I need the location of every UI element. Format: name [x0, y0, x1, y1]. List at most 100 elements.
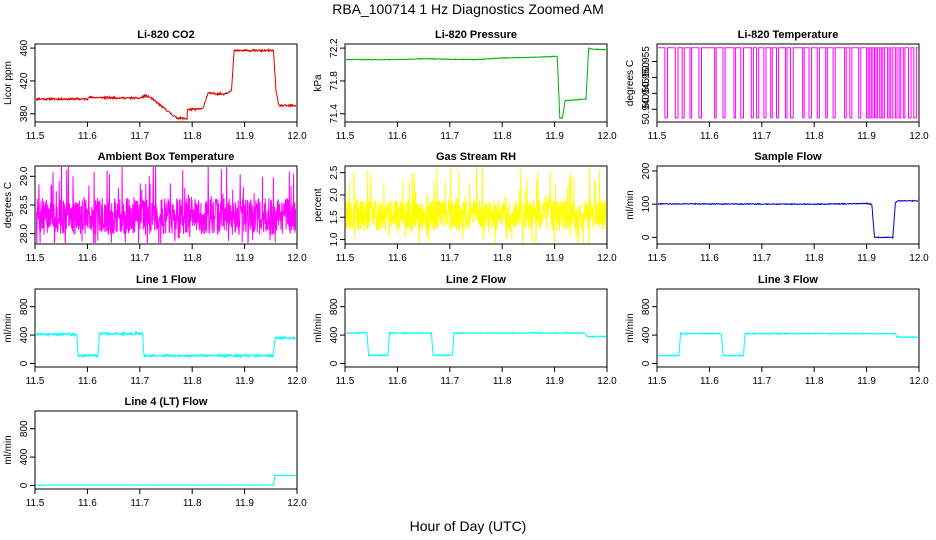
series-line [36, 167, 296, 243]
y-tick-label: 200 [641, 162, 652, 179]
x-tick-label: 11.6 [388, 253, 407, 264]
y-tick-label: 71.4 [329, 104, 340, 124]
y-tick-label: 400 [329, 326, 340, 343]
chart-panel-6: Sample Flow 11.5 11.6 11.7 11.8 11.9 12.0 0 100 2… [625, 151, 929, 264]
y-axis-label: ml/min [625, 190, 636, 219]
x-tick-label: 11.6 [388, 376, 407, 387]
x-tick-label: 11.6 [700, 131, 719, 142]
y-tick-label: 71.8 [329, 71, 340, 91]
x-tick-label: 11.8 [183, 253, 202, 264]
y-tick-label: 800 [19, 298, 30, 315]
x-tick-label: 12.0 [287, 253, 307, 264]
plot-frame [344, 288, 608, 368]
x-tick-label: 11.7 [130, 498, 149, 509]
y-axis-label: percent [313, 188, 324, 222]
x-tick-label: 11.8 [805, 376, 824, 387]
x-tick-label: 12.0 [287, 376, 307, 387]
x-tick-label: 11.7 [440, 131, 459, 142]
page-title: RBA_100714 1 Hz Diagnostics Zoomed AM [332, 1, 604, 17]
chart-title: Li-820 CO2 [137, 29, 194, 41]
series-line [658, 199, 918, 240]
x-tick-label: 11.6 [388, 131, 407, 142]
x-tick-label: 12.0 [597, 131, 617, 142]
y-tick-label: 2.5 [329, 165, 340, 179]
x-tick-label: 11.9 [857, 253, 876, 264]
y-tick-label: 460 [19, 39, 30, 56]
x-tick-label: 11.6 [78, 253, 97, 264]
y-axis-label: ml/min [313, 313, 324, 342]
chart-panel-5: Gas Stream RH 11.5 11.6 11.7 11.8 11.9 12.0 1.0… [313, 151, 617, 264]
y-tick-label: 1.0 [329, 232, 340, 246]
x-tick-label: 12.0 [287, 131, 307, 142]
y-tick-label: 2.0 [329, 188, 340, 202]
y-tick-label: 50.950 [641, 62, 652, 93]
chart-title: Li-820 Temperature [738, 29, 839, 41]
series-line [346, 167, 606, 243]
x-tick-label: 11.6 [78, 131, 97, 142]
y-axis-label: degrees C [625, 60, 636, 106]
chart-panel-7: Line 1 Flow 11.5 11.6 11.7 11.8 11.9 12.0 0 400 8… [3, 274, 307, 387]
x-tick-label: 11.5 [26, 498, 45, 509]
chart-panel-1: Li-820 CO2 11.5 11.6 11.7 11.8 11.9 12.0 380 420… [3, 29, 307, 142]
x-tick-label: 11.6 [78, 498, 97, 509]
y-tick-label: 400 [19, 448, 30, 465]
series-line [346, 47, 606, 119]
x-tick-label: 11.9 [235, 131, 254, 142]
y-axis-label: kPa [313, 74, 324, 92]
x-tick-label: 11.5 [26, 376, 45, 387]
chart-title: Line 2 Flow [446, 274, 506, 286]
series-line [36, 330, 296, 359]
y-tick-label: 50.955 [641, 46, 652, 77]
y-tick-label: 28.0 [19, 224, 30, 244]
x-tick-label: 12.0 [597, 376, 617, 387]
x-tick-label: 11.8 [493, 253, 512, 264]
y-tick-label: 29.0 [19, 166, 30, 186]
x-tick-label: 11.7 [130, 253, 149, 264]
chart-panel-9: Line 3 Flow 11.5 11.6 11.7 11.8 11.9 12.0 0 400 8… [625, 274, 929, 387]
x-tick-label: 11.5 [648, 376, 667, 387]
y-axis-label: ml/min [3, 313, 14, 342]
x-tick-label: 11.8 [183, 498, 202, 509]
x-tick-label: 11.9 [545, 253, 564, 264]
chart-title: Li-820 Pressure [435, 29, 517, 41]
plot-frame [344, 43, 608, 123]
plot-frame [34, 43, 298, 123]
y-tick-label: 400 [19, 326, 30, 343]
x-tick-label: 12.0 [909, 131, 929, 142]
chart-panel-4: Ambient Box Temperature 11.5 11.6 11.7 11.8 1… [3, 151, 307, 264]
y-tick-label: 72.2 [329, 38, 340, 58]
x-tick-label: 11.8 [805, 131, 824, 142]
y-tick-label: 0 [329, 360, 340, 366]
y-tick-label: 400 [641, 326, 652, 343]
plot-frame [656, 43, 920, 123]
series-line [658, 47, 918, 119]
x-tick-label: 11.6 [78, 376, 97, 387]
y-tick-label: 0 [19, 482, 30, 488]
x-tick-label: 11.9 [235, 376, 254, 387]
x-tick-label: 11.9 [235, 253, 254, 264]
chart-panel-3: Li-820 Temperature 11.5 11.6 11.7 11.8 11.9 12… [625, 29, 929, 142]
x-tick-label: 12.0 [597, 253, 617, 264]
chart-title: Ambient Box Temperature [98, 151, 235, 163]
x-tick-label: 11.9 [545, 131, 564, 142]
x-tick-label: 11.9 [857, 131, 876, 142]
series-line [346, 331, 606, 358]
series-line [36, 47, 296, 121]
x-tick-label: 11.5 [336, 376, 355, 387]
x-tick-label: 11.6 [700, 376, 719, 387]
y-axis-label: ml/min [3, 435, 14, 464]
plot-frame [344, 165, 608, 245]
chart-title: Line 4 (LT) Flow [125, 396, 208, 408]
y-tick-label: 100 [641, 195, 652, 212]
x-tick-label: 11.7 [752, 253, 771, 264]
x-tick-label: 11.7 [752, 131, 771, 142]
x-tick-label: 11.7 [130, 131, 149, 142]
chart-title: Gas Stream RH [436, 151, 516, 163]
y-axis-label: ml/min [625, 313, 636, 342]
x-tick-label: 11.8 [493, 131, 512, 142]
plot-frame [656, 288, 920, 368]
x-tick-label: 11.6 [700, 253, 719, 264]
chart-title: Line 1 Flow [136, 274, 196, 286]
y-axis-label: degrees C [3, 182, 14, 228]
x-tick-label: 11.5 [648, 131, 667, 142]
